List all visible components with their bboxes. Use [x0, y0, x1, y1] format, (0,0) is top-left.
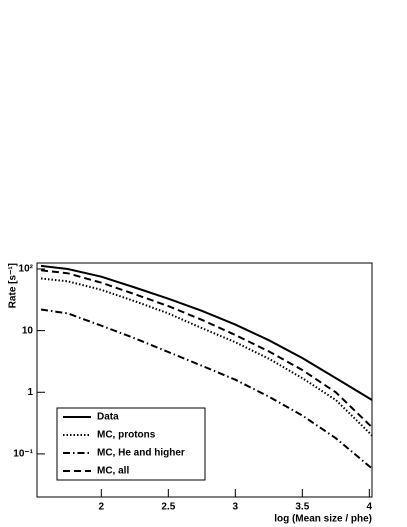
x-tick-label: 3 [233, 502, 239, 513]
y-tick-label: 10 [22, 325, 34, 336]
x-tick-label: 2.5 [161, 502, 175, 513]
y-tick-label: 10⁻¹ [13, 449, 33, 460]
series-line [40, 308, 373, 470]
legend-label: MC, all [97, 466, 129, 477]
series-line [40, 264, 373, 401]
legend-box [56, 407, 206, 481]
series-line [40, 277, 373, 437]
legend-label: Data [97, 412, 119, 423]
plot-frame [36, 262, 373, 498]
x-tick-label: 2 [99, 502, 105, 513]
y-axis-label: Rate [s⁻¹] [8, 263, 19, 308]
y-tick-label: 10² [19, 264, 34, 275]
legend-label: MC, protons [97, 430, 156, 441]
x-axis-label: log (Mean size / phe) [274, 514, 372, 525]
x-tick-label: 3.5 [295, 502, 309, 513]
legend-label: MC, He and higher [97, 448, 185, 459]
series-line [40, 269, 373, 429]
x-tick-label: 4 [367, 502, 373, 513]
y-tick-label: 1 [27, 387, 33, 398]
